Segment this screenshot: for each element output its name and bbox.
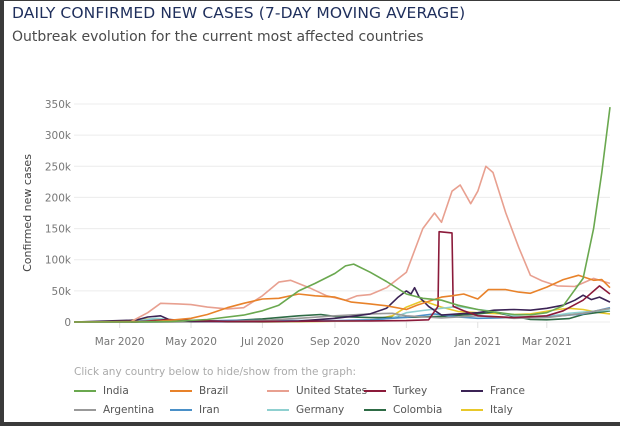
series-line-brazil: [73, 274, 611, 323]
legend-item-turkey[interactable]: Turkey: [364, 384, 427, 398]
x-axis-ticks: Mar 2020 May 2020 Jul 2020 Sep 2020 Nov 2020…: [95, 322, 572, 348]
y-tick-label: 50k: [52, 286, 72, 298]
legend-swatch: [74, 409, 96, 411]
legend-label: Iran: [199, 404, 220, 416]
chart-subtitle: Outbreak evolution for the current most …: [12, 29, 424, 45]
legend-swatch: [364, 390, 386, 392]
legend-item-india[interactable]: India: [74, 384, 129, 398]
legend-label: Colombia: [393, 404, 443, 416]
legend-label: Argentina: [103, 404, 155, 416]
x-tick-label: Nov 2020: [381, 336, 432, 348]
legend-item-brazil[interactable]: Brazil: [170, 384, 228, 398]
legend-label: Germany: [296, 404, 345, 416]
legend-swatch: [364, 409, 386, 411]
legend-item-iran[interactable]: Iran: [170, 403, 220, 417]
x-tick-label: Mar 2021: [522, 336, 572, 348]
y-tick-label: 350k: [45, 99, 72, 111]
y-axis-ticks: 0 50k 100k 150k 200k 250k 300k 350k: [45, 99, 72, 329]
legend-item-italy[interactable]: Italy: [461, 403, 513, 417]
legend-label: Brazil: [199, 385, 229, 397]
y-tick-label: 0: [64, 317, 71, 329]
x-tick-label: Mar 2020: [95, 336, 145, 348]
legend-item-germany[interactable]: Germany: [267, 403, 344, 417]
x-tick-label: Sep 2020: [310, 336, 360, 348]
legend-swatch: [170, 390, 192, 392]
y-tick-label: 300k: [45, 130, 72, 142]
legend-hint: Click any country below to hide/show fro…: [74, 366, 357, 378]
legend-swatch: [267, 390, 289, 392]
legend-swatch: [170, 409, 192, 411]
series-line-india: [74, 107, 611, 323]
series-line-turkey: [74, 230, 611, 323]
legend-swatch: [461, 409, 483, 411]
x-tick-label: Jul 2020: [240, 336, 284, 348]
x-tick-label: Jan 2021: [454, 336, 501, 348]
series-lines: [73, 107, 611, 323]
y-tick-label: 200k: [45, 192, 72, 204]
legend-label: Italy: [490, 404, 513, 416]
y-tick-label: 250k: [45, 161, 72, 173]
legend-label: France: [490, 385, 525, 397]
y-tick-label: 100k: [45, 255, 72, 267]
legend-item-united-states[interactable]: United States: [267, 384, 367, 398]
series-line-france: [73, 286, 611, 323]
legend-item-france[interactable]: France: [461, 384, 525, 398]
gridlines: [74, 103, 610, 323]
legend-label: United States: [296, 385, 368, 397]
legend-item-argentina[interactable]: Argentina: [74, 403, 154, 417]
chart-title: DAILY CONFIRMED NEW CASES (7-DAY MOVING …: [12, 4, 466, 22]
legend-swatch: [461, 390, 483, 392]
series-line-united-states: [74, 165, 611, 323]
y-tick-label: 150k: [45, 224, 72, 236]
legend-item-colombia[interactable]: Colombia: [364, 403, 442, 417]
y-axis-label: Confirmed new cases: [21, 154, 34, 272]
x-tick-label: May 2020: [165, 336, 217, 348]
legend-swatch: [74, 390, 96, 392]
legend-label: Turkey: [393, 385, 428, 397]
legend-swatch: [267, 409, 289, 411]
legend-label: India: [103, 385, 129, 397]
